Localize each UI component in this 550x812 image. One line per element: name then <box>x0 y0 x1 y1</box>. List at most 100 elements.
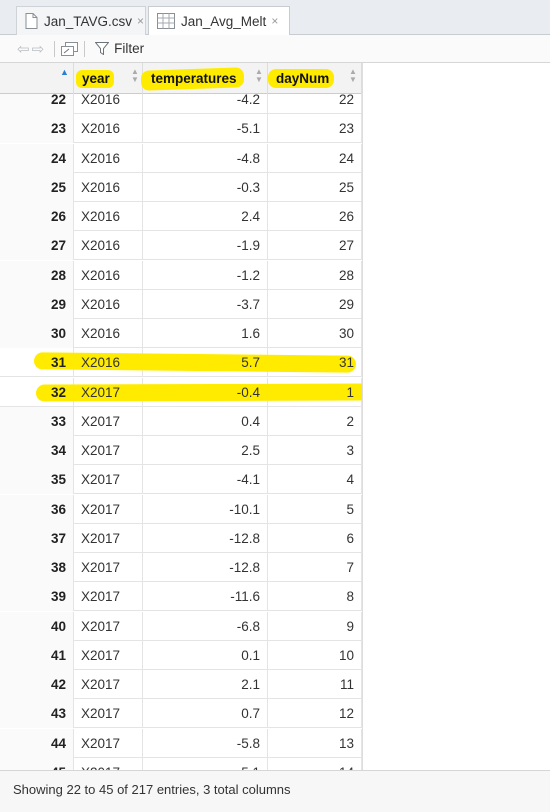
table-row[interactable]: 35 X2017 -4.1 4 <box>0 465 362 495</box>
sort-icon: ▲ ▼ <box>349 67 357 84</box>
cell-temperature: -6.8 <box>143 611 268 641</box>
table-row[interactable]: 42 X2017 2.1 11 <box>0 670 362 699</box>
cell-temperature: -5.1 <box>143 114 268 144</box>
cell-daynum: 28 <box>268 260 362 290</box>
header-temperatures[interactable]: temperatures ▲ ▼ <box>140 63 268 94</box>
cell-daynum: 22 <box>268 94 362 114</box>
cell-temperature: -1.2 <box>143 260 268 290</box>
table-row[interactable]: 32 X2017 -0.4 1 <box>0 377 362 407</box>
filter-button[interactable]: Filter <box>95 41 144 56</box>
cell-temperature: -12.8 <box>143 523 268 553</box>
table-row[interactable]: 27 X2016 -1.9 27 <box>0 231 362 261</box>
entries-status: Showing 22 to 45 of 217 entries, 3 total… <box>13 782 291 797</box>
cell-daynum: 6 <box>268 523 362 553</box>
forward-arrow-icon[interactable]: ⇨ <box>31 40 45 58</box>
header-row: ▲ year ▲ ▼ temperatures ▲ ▼ dayNum ▲ ▼ <box>0 63 362 94</box>
cell-year: X2017 <box>74 699 143 729</box>
toolbar: ⇦ ⇨ Filter <box>0 35 550 63</box>
close-icon[interactable]: × <box>137 14 145 28</box>
table-row[interactable]: 45X20175.114 <box>0 757 362 770</box>
cell-year: X2017 <box>74 494 143 524</box>
cell-year: X2016 <box>74 260 143 290</box>
row-number: 45 <box>0 757 74 770</box>
header-rownum[interactable]: ▲ <box>0 63 74 94</box>
cell-temperature: -1.9 <box>143 231 268 261</box>
table-row[interactable]: 28 X2016 -1.2 28 <box>0 260 362 290</box>
popout-window-icon[interactable] <box>61 41 79 56</box>
table-row[interactable]: 33 X2017 0.4 2 <box>0 406 362 436</box>
cell-daynum: 26 <box>268 202 362 231</box>
highlight-mark <box>76 70 114 88</box>
cell-daynum: 24 <box>268 143 362 173</box>
header-year[interactable]: year ▲ ▼ <box>74 63 143 94</box>
cell-year: X2017 <box>74 406 143 436</box>
table-row[interactable]: 31 X2016 5.7 31 <box>0 348 362 378</box>
cell-daynum: 23 <box>268 114 362 144</box>
cell-daynum: 3 <box>268 436 362 465</box>
table-row[interactable]: 22 X2016 -4.2 22 <box>0 94 362 114</box>
table-row[interactable]: 34 X2017 2.5 3 <box>0 436 362 465</box>
cell-year: X2016 <box>74 202 143 231</box>
table-row[interactable]: 36 X2017 -10.1 5 <box>0 494 362 524</box>
cell-daynum: 29 <box>268 289 362 319</box>
cell-temperature: 2.5 <box>143 436 268 465</box>
column-label: dayNum <box>276 71 330 86</box>
cell-year: X2017 <box>74 553 143 582</box>
table-row[interactable]: 30 X2016 1.6 30 <box>0 319 362 348</box>
row-number: 26 <box>0 202 74 231</box>
table-row[interactable]: 39 X2017 -11.6 8 <box>0 582 362 612</box>
cell-temperature: -4.8 <box>143 143 268 173</box>
cell-daynum: 14 <box>268 757 362 770</box>
cell-daynum: 30 <box>268 319 362 348</box>
cell-year: X2017 <box>74 640 143 670</box>
table-row[interactable]: 43 X2017 0.7 12 <box>0 699 362 729</box>
cell-temperature: 2.1 <box>143 670 268 699</box>
close-icon[interactable]: × <box>271 14 279 28</box>
row-number: 44 <box>0 728 74 758</box>
row-number: 42 <box>0 670 74 699</box>
cell-daynum: 31 <box>268 348 362 378</box>
table-row[interactable]: 40 X2017 -6.8 9 <box>0 611 362 641</box>
tab-label: Jan_Avg_Melt <box>181 13 267 29</box>
tab-jan-avg-melt[interactable]: Jan_Avg_Melt × <box>148 6 290 36</box>
table-row[interactable]: 25 X2016 -0.3 25 <box>0 172 362 202</box>
table-row[interactable]: 24 X2016 -4.8 24 <box>0 143 362 173</box>
cell-year: X2017 <box>74 757 143 770</box>
row-number: 38 <box>0 553 74 582</box>
grid-body: 22 X2016 -4.2 22 23 X2016 -5.1 23 24 X2016 -4.8 24 2… <box>0 94 362 770</box>
sort-icon: ▲ ▼ <box>255 67 263 84</box>
tab-jan-tavg-csv[interactable]: Jan_TAVG.csv × <box>16 6 146 35</box>
row-number: 24 <box>0 143 74 173</box>
header-daynum[interactable]: dayNum ▲ ▼ <box>268 63 362 94</box>
filter-label: Filter <box>114 41 145 56</box>
cell-year: X2016 <box>74 172 143 202</box>
cell-temperature: 0.1 <box>143 640 268 670</box>
table-row[interactable]: 44 X2017 -5.8 13 <box>0 728 362 758</box>
cell-temperature: -10.1 <box>143 494 268 524</box>
table-row[interactable]: 23 X2016 -5.1 23 <box>0 114 362 144</box>
cell-daynum: 9 <box>268 611 362 641</box>
table-row[interactable]: 29 X2016 -3.7 29 <box>0 289 362 319</box>
cell-temperature: 1.6 <box>143 319 268 348</box>
filter-icon <box>95 42 110 55</box>
toolbar-separator <box>84 40 86 57</box>
cell-year: X2016 <box>74 114 143 144</box>
cell-year: X2017 <box>74 582 143 612</box>
row-number: 25 <box>0 172 74 202</box>
row-number: 36 <box>0 494 74 524</box>
data-grid: ▲ year ▲ ▼ temperatures ▲ ▼ dayNum ▲ ▼ 22 X2… <box>0 63 362 770</box>
table-row[interactable]: 41 X2017 0.1 10 <box>0 640 362 670</box>
cell-temperature: 0.7 <box>143 699 268 729</box>
table-row[interactable]: 38 X2017 -12.8 7 <box>0 553 362 582</box>
empty-pane <box>362 63 550 770</box>
row-number: 40 <box>0 611 74 641</box>
table-row[interactable]: 37 X2017 -12.8 6 <box>0 523 362 553</box>
cell-year: X2016 <box>74 289 143 319</box>
table-row[interactable]: 26 X2016 2.4 26 <box>0 202 362 231</box>
tab-bar: Jan_TAVG.csv × Jan_Avg_Melt × <box>0 0 550 36</box>
back-arrow-icon[interactable]: ⇦ <box>17 40 30 58</box>
cell-year: X2017 <box>74 523 143 553</box>
table-icon <box>157 13 175 29</box>
row-number: 27 <box>0 231 74 261</box>
cell-daynum: 5 <box>268 494 362 524</box>
